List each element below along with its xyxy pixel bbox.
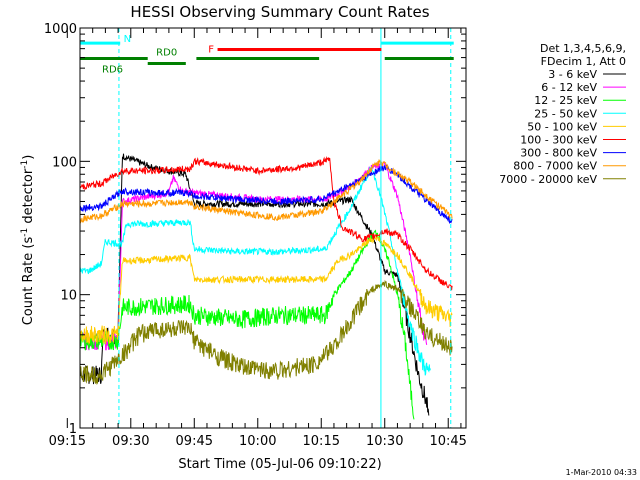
legend-header-line2: FDecim 1, Att 0 (541, 55, 626, 68)
plot-frame (79, 27, 467, 429)
legend-label-4: 25 - 50 keV (534, 107, 597, 120)
y-axis-label-mid: detector (21, 168, 36, 228)
flag-label-n: N (124, 34, 131, 45)
x-tick-label-2: 09:30 (112, 434, 149, 449)
y-tick-label-2: 10 (60, 289, 77, 304)
x-tick-label-7: 10:45 (429, 434, 466, 449)
y-axis-label-sup1: -1 (20, 228, 30, 237)
series-line-5 (80, 234, 453, 346)
legend-label-2: 6 - 12 keV (541, 81, 597, 94)
footer-date: 1-Mar-2010 04:33 (566, 468, 637, 477)
flag-label-f: F (208, 44, 214, 55)
y-axis-label-main: Count Rate (s (21, 237, 36, 326)
series-line-9 (80, 279, 453, 386)
x-tick-label-6: 10:30 (366, 434, 403, 449)
plot-area (80, 28, 454, 428)
series-line-8 (80, 159, 453, 224)
legend-label-9: 7000 - 20000 keV (499, 173, 597, 186)
x-tick-label-4: 10:00 (239, 434, 276, 449)
y-axis-label-end: ) (21, 155, 36, 160)
x-tick-label-1: 09:15 (49, 434, 86, 449)
legend: Det 1,3,4,5,6,9, FDecim 1, Att 0 3 - 6 k… (499, 42, 626, 186)
legend-label-5: 50 - 100 keV (527, 120, 597, 133)
y-tick-label-4: 1000 (44, 22, 77, 37)
chart-title: HESSI Observing Summary Count Rates (130, 3, 429, 21)
flag-label-rd0: RD0 (156, 48, 177, 59)
y-axis-label: Count Rate (s-1 detector-1) (20, 155, 36, 326)
y-tick-label-1: 1 (69, 422, 77, 437)
series-line-7 (80, 164, 453, 224)
x-axis-label: Start Time (05-Jul-06 09:10:22) (178, 457, 381, 472)
legend-label-3: 12 - 25 keV (534, 94, 597, 107)
legend-label-8: 800 - 7000 keV (513, 160, 597, 173)
x-tick-label-5: 10:15 (303, 434, 340, 449)
y-axis-label-sup2: -1 (20, 160, 30, 169)
series-line-4 (80, 166, 432, 376)
legend-label-7: 300 - 800 keV (520, 147, 597, 160)
series-line-3 (80, 229, 415, 420)
y-tick-label-3: 100 (52, 155, 77, 170)
x-tick-label-3: 09:45 (176, 434, 213, 449)
legend-header-line1: Det 1,3,4,5,6,9, (540, 42, 626, 55)
legend-label-1: 3 - 6 keV (548, 68, 597, 81)
series-line-6 (80, 155, 453, 291)
axes: N F RD0 RD6 1 10 100 1000 09:15 09:30 09:45 10:00 10… (44, 22, 467, 449)
flag-label-rd6: RD6 (102, 65, 123, 76)
legend-label-6: 100 - 300 keV (520, 134, 597, 147)
